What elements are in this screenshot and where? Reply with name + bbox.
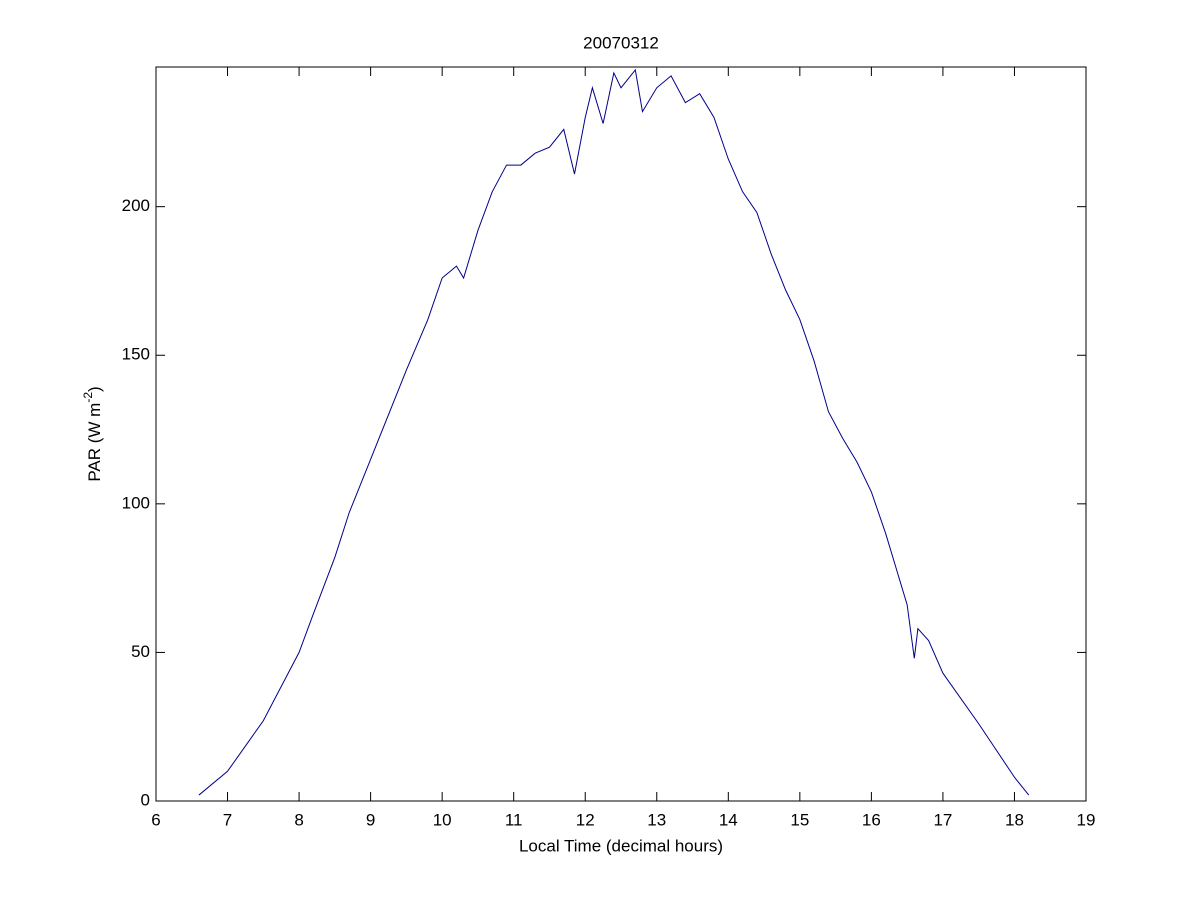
y-label-end: ) xyxy=(85,386,104,392)
y-label-main: PAR (W m xyxy=(85,403,104,482)
y-axis-label: PAR (W m-2) xyxy=(81,386,104,481)
x-axis-label: Local Time (decimal hours) xyxy=(519,836,723,855)
data-line xyxy=(198,68,1030,796)
plot-frame xyxy=(155,66,1087,802)
x-tick-label: 9 xyxy=(366,810,375,829)
x-tick-label: 11 xyxy=(505,810,523,829)
x-tick-label: 16 xyxy=(862,810,881,829)
y-tick-label: 100 xyxy=(122,493,150,512)
x-tick-label: 19 xyxy=(1077,810,1096,829)
y-tick-label: 50 xyxy=(131,642,150,661)
x-tick-label: 7 xyxy=(223,810,232,829)
y-tick-label: 200 xyxy=(122,196,150,215)
x-tick-label: 15 xyxy=(790,810,809,829)
x-tick-label: 8 xyxy=(294,810,303,829)
x-tick-label: 14 xyxy=(719,810,738,829)
x-tick-label: 17 xyxy=(933,810,952,829)
x-tick-label: 18 xyxy=(1005,810,1024,829)
y-tick-label: 0 xyxy=(141,790,150,809)
x-tick-label: 10 xyxy=(433,810,452,829)
x-tick-label: 12 xyxy=(576,810,595,829)
x-tick-label: 6 xyxy=(151,810,160,829)
y-label-sup: -2 xyxy=(81,392,95,403)
x-tick-label: 13 xyxy=(647,810,666,829)
y-tick-label: 150 xyxy=(122,345,150,364)
chart-title: 20070312 xyxy=(583,33,659,52)
